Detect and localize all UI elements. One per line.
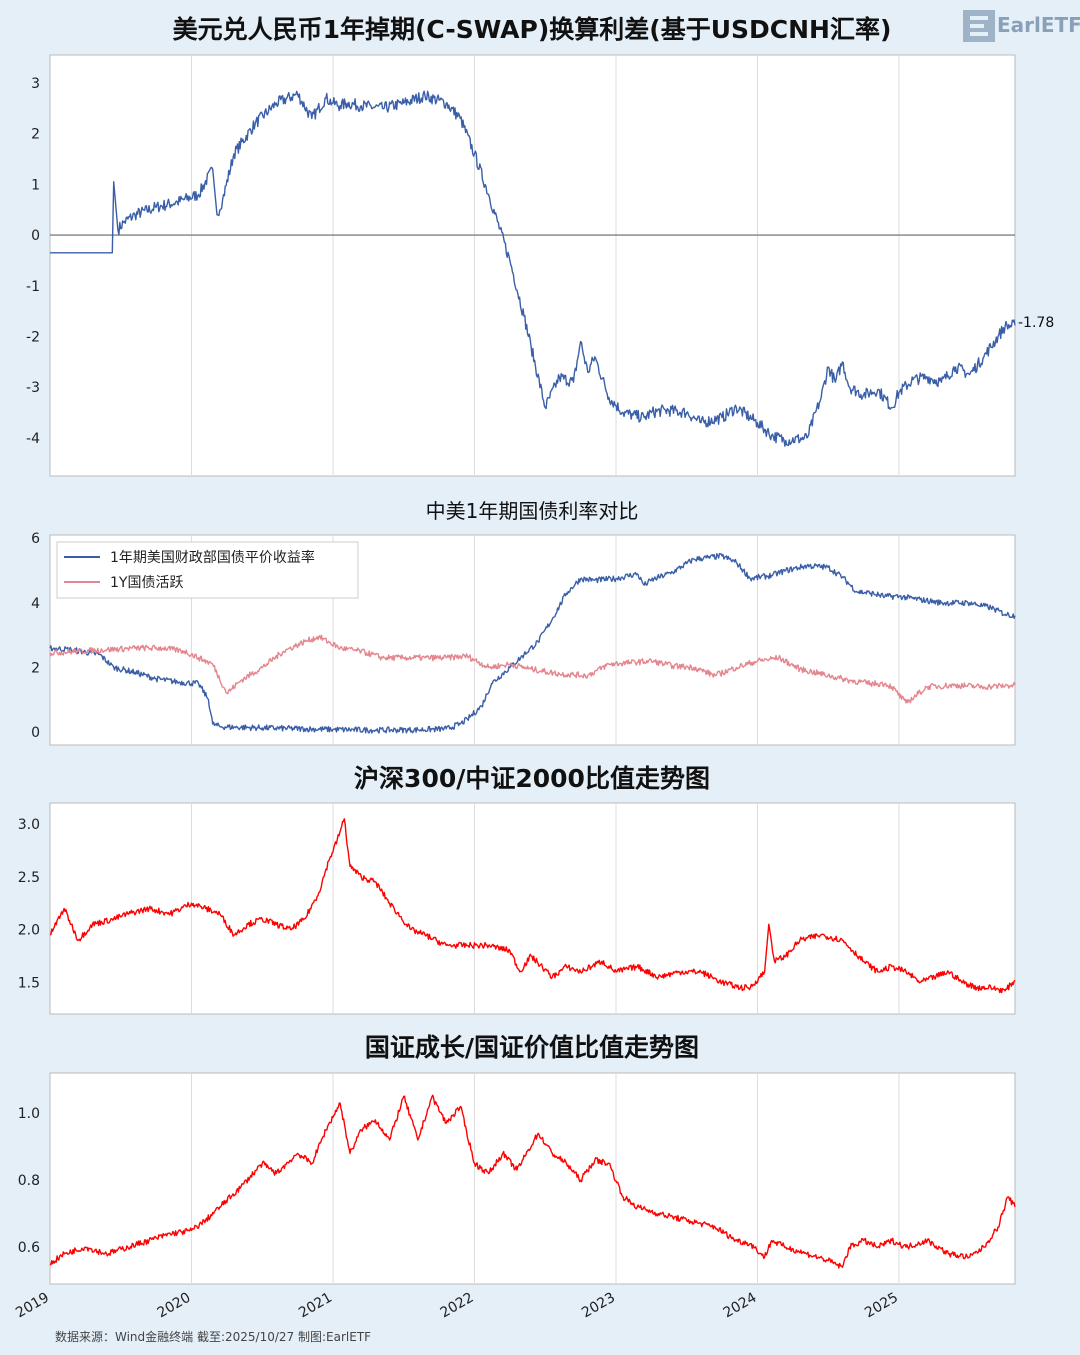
panel-4-title: 国证成长/国证价值比值走势图 bbox=[365, 1033, 699, 1062]
panel-3-title: 沪深300/中证2000比值走势图 bbox=[354, 764, 710, 793]
x-tick-label-2023: 2023 bbox=[579, 1290, 618, 1322]
panel-3-series-1-line bbox=[49, 818, 1016, 994]
panel-3-layer: 3.0 2.5 2.0 1.5 bbox=[18, 803, 1016, 1014]
x-tick-label-2020: 2020 bbox=[155, 1290, 194, 1322]
x-tick-label-2021: 2021 bbox=[296, 1290, 335, 1322]
panel-1-end-value-label: -1.78 bbox=[1018, 315, 1054, 331]
panel-2-series-2-line bbox=[49, 634, 1016, 704]
panel-4-plot-area bbox=[49, 1072, 1016, 1285]
y-tick-label: 1 bbox=[31, 177, 40, 193]
panel-1-layer: 3 2 1 0 -1 -2 -3 -4 bbox=[26, 55, 1016, 476]
legend-label-cn: 1Y国债活跃 bbox=[110, 575, 183, 591]
y-tick-label: 0 bbox=[31, 228, 40, 244]
logo-text: EarlETF bbox=[997, 13, 1080, 37]
y-tick-label: 2.0 bbox=[18, 923, 40, 939]
panel-1-plot-area bbox=[49, 54, 1016, 477]
x-tick-label-2022: 2022 bbox=[438, 1290, 477, 1322]
panel-1-title: 美元兑人民币1年掉期(C-SWAP)换算利差(基于USDCNH汇率) bbox=[173, 15, 892, 44]
panel-4-layer: 1.0 0.8 0.6 bbox=[18, 1073, 1016, 1284]
y-tick-label: 4 bbox=[31, 596, 40, 612]
y-tick-label: 1.0 bbox=[18, 1106, 40, 1122]
y-tick-label: -1 bbox=[26, 279, 40, 295]
y-tick-label: 1.5 bbox=[18, 975, 40, 991]
y-tick-label: 0 bbox=[31, 725, 40, 741]
x-tick-label-2024: 2024 bbox=[721, 1290, 760, 1322]
panel-2-legend: 1年期美国财政部国债平价收益率 1Y国债活跃 bbox=[56, 541, 359, 599]
y-tick-label: 6 bbox=[31, 531, 40, 547]
legend-label-us: 1年期美国财政部国债平价收益率 bbox=[110, 549, 315, 566]
y-tick-label: 0.6 bbox=[18, 1240, 40, 1256]
y-tick-label: 3.0 bbox=[18, 817, 40, 833]
y-tick-label: -4 bbox=[26, 431, 40, 447]
panel-4-series-1-line bbox=[49, 1094, 1016, 1269]
panel-2-series-1-line bbox=[49, 552, 1016, 734]
y-tick-label: 3 bbox=[31, 76, 40, 92]
earletf-logo: EarlETF bbox=[963, 10, 1080, 42]
panel-1-series-1-line bbox=[50, 90, 1016, 447]
legend-box bbox=[56, 541, 359, 599]
y-tick-label: 0.8 bbox=[18, 1173, 40, 1189]
y-tick-label: -3 bbox=[26, 380, 40, 396]
footer-source: 数据来源：Wind金融终端 截至:2025/10/27 制图:EarlETF bbox=[55, 1329, 371, 1344]
y-tick-label: 2 bbox=[31, 127, 40, 143]
panel-3-plot-area bbox=[49, 802, 1016, 1015]
y-tick-label: 2.5 bbox=[18, 870, 40, 886]
x-tick-label-2019: 2019 bbox=[13, 1290, 52, 1322]
y-tick-label: -2 bbox=[26, 330, 40, 346]
x-tick-label-2025: 2025 bbox=[862, 1290, 901, 1322]
panel-2-title: 中美1年期国债利率对比 bbox=[426, 499, 639, 523]
x-axis-labels: 2019 2020 2021 2022 2023 2024 2025 bbox=[13, 1290, 901, 1322]
y-tick-label: 2 bbox=[31, 660, 40, 676]
